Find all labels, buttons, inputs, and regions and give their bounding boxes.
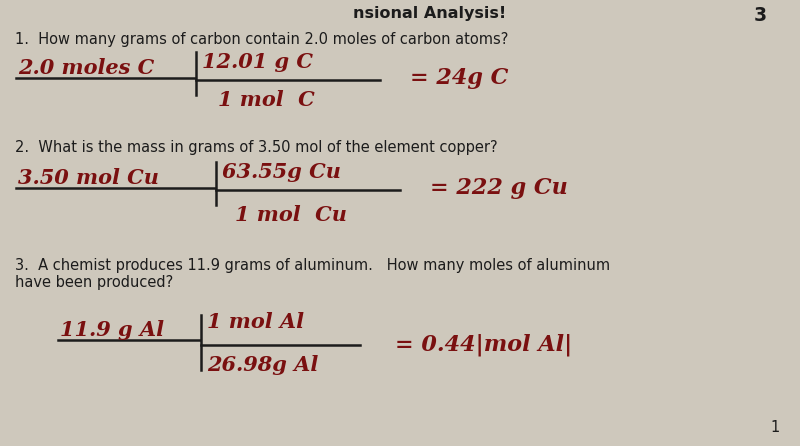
Text: 11.9 g Al: 11.9 g Al xyxy=(60,320,164,340)
Text: 3.50 mol Cu: 3.50 mol Cu xyxy=(18,168,159,188)
Text: 1 mol Al: 1 mol Al xyxy=(207,312,304,332)
Text: 3: 3 xyxy=(754,6,766,25)
Text: 1 mol  Cu: 1 mol Cu xyxy=(235,205,347,225)
Text: = 0.44|mol Al|: = 0.44|mol Al| xyxy=(395,334,572,356)
Text: 2.0 moles C: 2.0 moles C xyxy=(18,58,154,78)
Text: 26.98g Al: 26.98g Al xyxy=(207,355,318,375)
Text: 63.55g Cu: 63.55g Cu xyxy=(222,162,341,182)
Text: 1: 1 xyxy=(770,420,780,435)
Text: nsional Analysis!: nsional Analysis! xyxy=(354,6,506,21)
Text: 1 mol  C: 1 mol C xyxy=(218,90,314,110)
Text: 2.  What is the mass in grams of 3.50 mol of the element copper?: 2. What is the mass in grams of 3.50 mol… xyxy=(15,140,498,155)
Text: 12.01 g C: 12.01 g C xyxy=(202,52,313,72)
Text: = 222 g Cu: = 222 g Cu xyxy=(430,177,568,199)
Text: 3.  A chemist produces 11.9 grams of aluminum.   How many moles of aluminum
have: 3. A chemist produces 11.9 grams of alum… xyxy=(15,258,610,290)
Text: = 24g C: = 24g C xyxy=(410,67,508,89)
Text: 1.  How many grams of carbon contain 2.0 moles of carbon atoms?: 1. How many grams of carbon contain 2.0 … xyxy=(15,32,508,47)
